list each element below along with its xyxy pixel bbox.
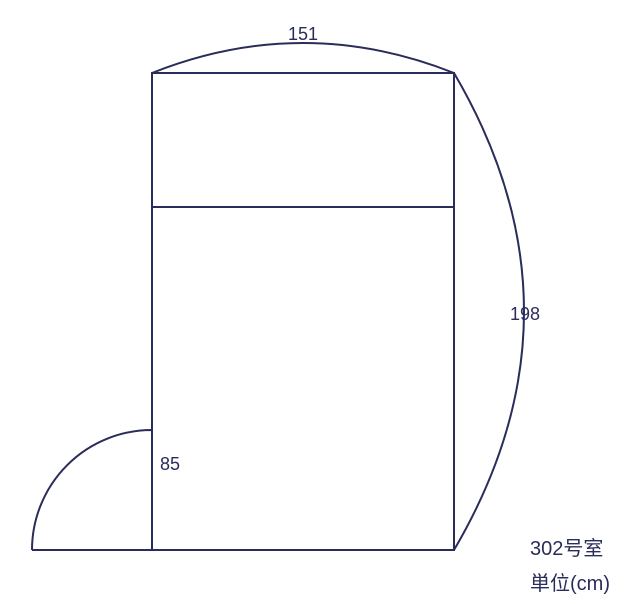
room-outline-rect [152,73,454,550]
unit-label: 単位(cm) [530,572,610,595]
door-dimension-value: 85 [160,454,180,474]
height-dimension-value: 198 [510,304,540,324]
width-dimension-arc [152,43,454,73]
room-label: 302号室 [530,537,603,560]
door-swing-arc [32,430,152,550]
width-dimension-value: 151 [288,24,318,44]
